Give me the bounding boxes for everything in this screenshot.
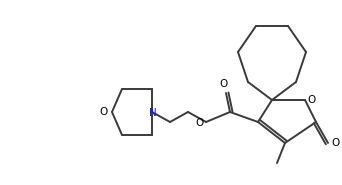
Text: O: O	[196, 118, 204, 128]
Text: N: N	[149, 108, 157, 118]
Text: O: O	[219, 79, 227, 89]
Text: O: O	[332, 138, 340, 148]
Text: O: O	[99, 107, 107, 117]
Text: O: O	[307, 95, 315, 105]
